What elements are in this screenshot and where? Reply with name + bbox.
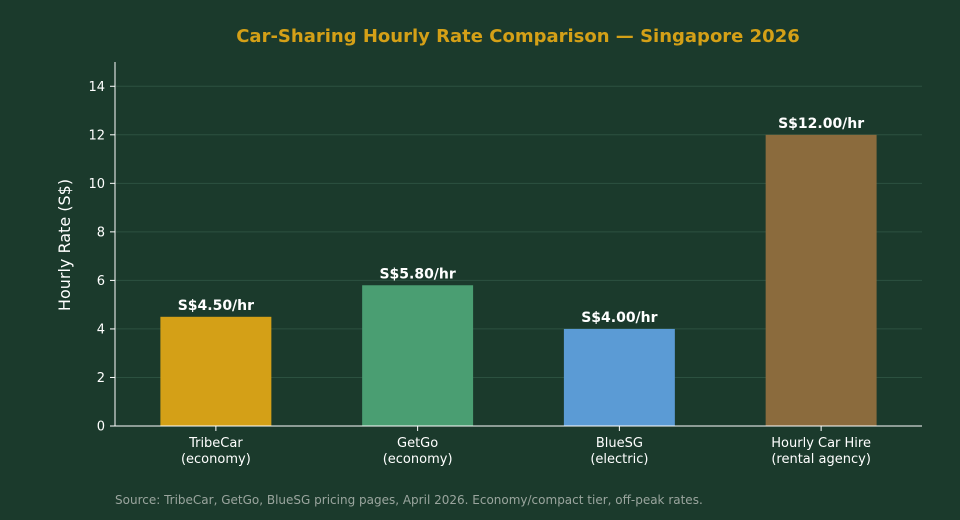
y-tick-label: 12 xyxy=(88,128,105,143)
x-tick-label: (electric) xyxy=(590,452,648,467)
bar xyxy=(765,134,877,427)
labels-layer: S$4.50/hr S$5.80/hr S$4.00/hr S$12.00/hr xyxy=(178,116,865,326)
x-tick-label: Hourly Car Hire xyxy=(771,436,871,451)
bar-value-label: S$12.00/hr xyxy=(778,116,864,132)
x-tick-label: BlueSG xyxy=(596,436,643,451)
bar xyxy=(160,316,272,426)
bar-value-label: S$5.80/hr xyxy=(379,266,455,282)
bar xyxy=(362,285,474,426)
axes-layer: 02468101214TribeCar(economy)GetGo(econom… xyxy=(88,62,922,467)
bars-layer xyxy=(160,134,877,427)
x-tick-label: GetGo xyxy=(397,436,438,451)
y-tick-label: 14 xyxy=(88,80,105,95)
bar-value-label: S$4.50/hr xyxy=(178,298,254,314)
x-tick-label: (rental agency) xyxy=(771,452,871,467)
y-tick-label: 8 xyxy=(97,225,105,240)
y-tick-label: 4 xyxy=(97,322,105,337)
y-axis-label: Hourly Rate (S$) xyxy=(55,179,74,311)
x-tick-label: (economy) xyxy=(181,452,251,467)
x-tick-label: (economy) xyxy=(383,452,453,467)
bar-value-label: S$4.00/hr xyxy=(581,310,657,326)
y-tick-label: 10 xyxy=(88,177,105,192)
y-tick-label: 2 xyxy=(97,371,105,386)
bar xyxy=(563,328,675,426)
source-note: Source: TribeCar, GetGo, BlueSG pricing … xyxy=(115,493,703,507)
y-tick-label: 6 xyxy=(97,274,105,289)
chart-title: Car-Sharing Hourly Rate Comparison — Sin… xyxy=(236,26,800,47)
y-tick-label: 0 xyxy=(97,420,105,435)
x-tick-label: TribeCar xyxy=(188,436,243,451)
